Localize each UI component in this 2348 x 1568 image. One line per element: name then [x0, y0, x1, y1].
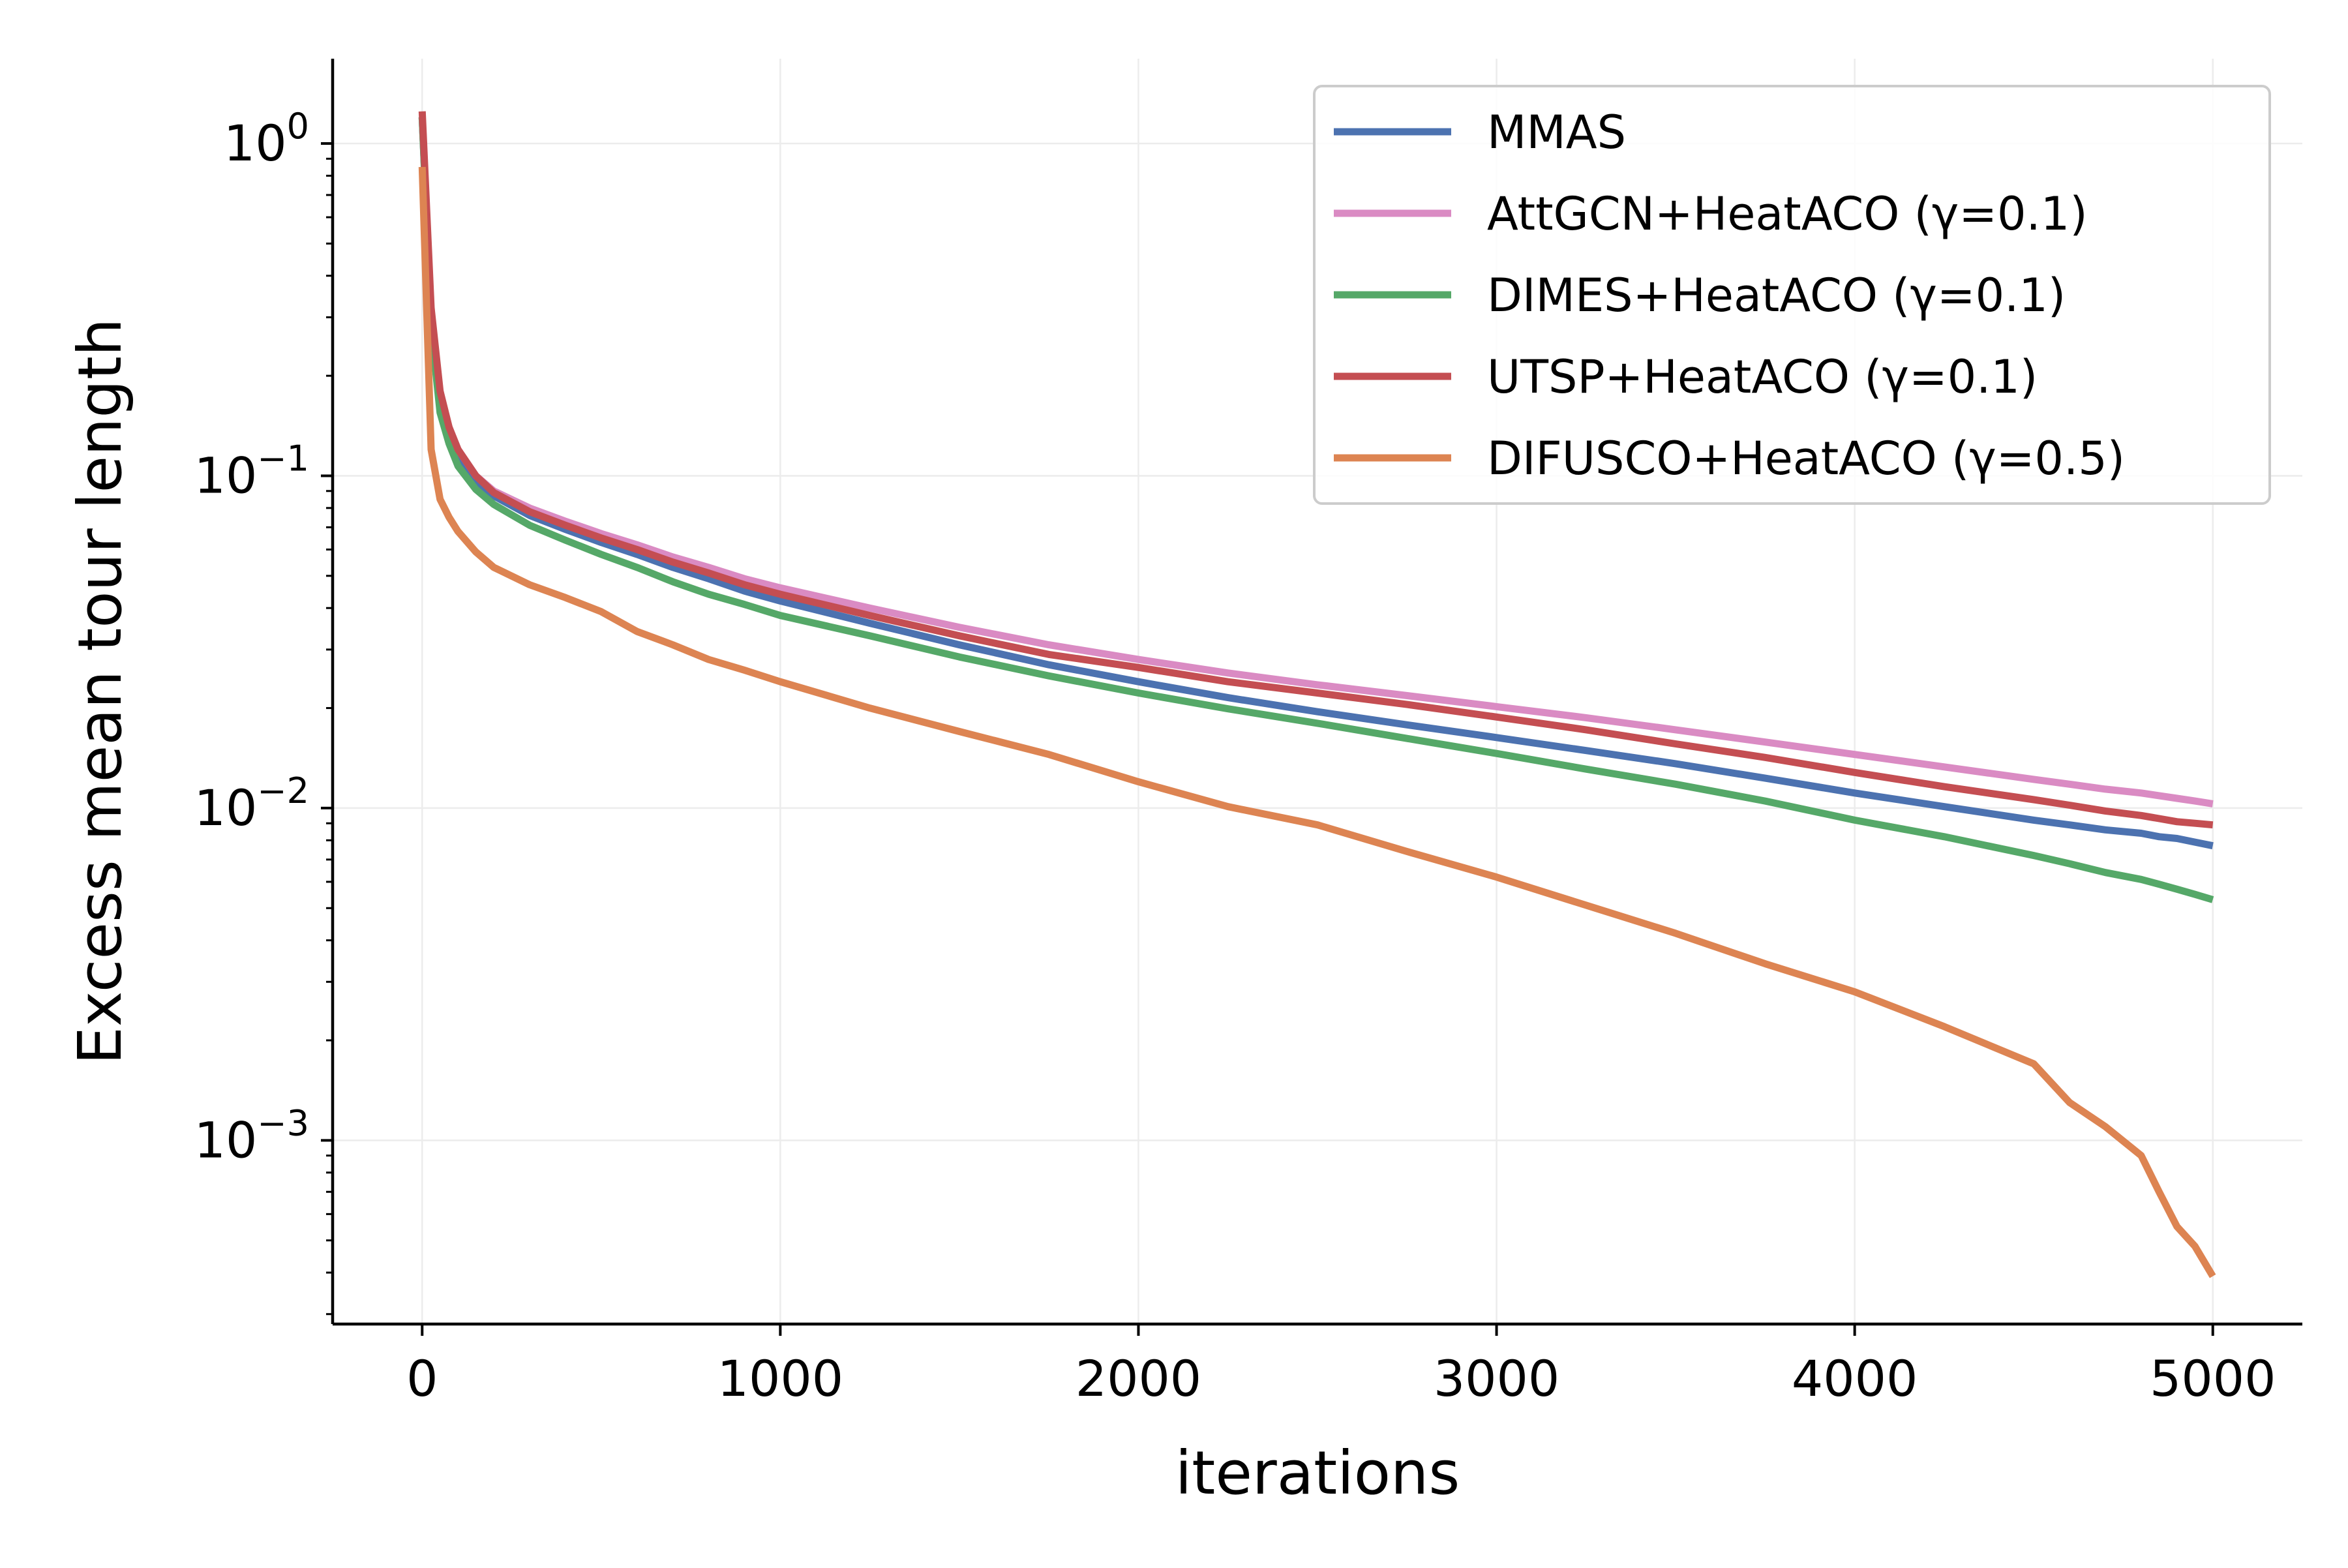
legend-label-2: DIMES+HeatACO (γ=0.1) — [1487, 269, 2066, 322]
series-lines — [418, 111, 2216, 1278]
y-tick-label-exp-2: −2 — [257, 770, 309, 811]
y-tick-label-base-3: 10 — [194, 1111, 258, 1169]
x-axis-title: iterations — [1175, 1438, 1460, 1508]
x-tick-label-1: 1000 — [717, 1349, 843, 1408]
legend-label-1: AttGCN+HeatACO (γ=0.1) — [1487, 187, 2088, 241]
y-tick-label-exp-0: 0 — [287, 106, 309, 147]
axes — [331, 59, 2302, 1326]
y-tick-label-exp-1: −1 — [257, 438, 309, 479]
y-tick-label-base-2: 10 — [194, 779, 258, 837]
x-tick-label-0: 0 — [406, 1349, 438, 1408]
x-tick-label-2: 2000 — [1076, 1349, 1201, 1408]
series-line-3 — [418, 111, 2214, 829]
legend: MMAS AttGCN+HeatACO (γ=0.1) DIMES+HeatACO … — [1313, 85, 2271, 505]
legend-label-4: DIFUSCO+HeatACO (γ=0.5) — [1487, 432, 2125, 485]
x-tick-label-3: 3000 — [1434, 1349, 1559, 1408]
y-tick-label-0: 100 — [224, 106, 309, 172]
x-tick-label-5: 5000 — [2150, 1349, 2276, 1408]
x-tick-label-4: 4000 — [1792, 1349, 1918, 1408]
y-tick-label-exp-3: −3 — [257, 1102, 309, 1143]
legend-label-3: UTSP+HeatACO (γ=0.1) — [1487, 350, 2038, 404]
series-line-2 — [418, 117, 2214, 903]
y-axis-title: Excess mean tour length — [65, 318, 135, 1064]
y-tick-label-base-1: 10 — [194, 446, 258, 504]
y-tick-label-3: 10−3 — [194, 1102, 309, 1169]
legend-box — [1313, 85, 2271, 505]
y-tick-label-1: 10−1 — [194, 438, 309, 504]
legend-label-0: MMAS — [1487, 106, 1626, 159]
series-line-4 — [418, 166, 2216, 1278]
y-tick-label-base-0: 10 — [224, 114, 287, 172]
y-tick-label-2: 10−2 — [194, 770, 309, 837]
